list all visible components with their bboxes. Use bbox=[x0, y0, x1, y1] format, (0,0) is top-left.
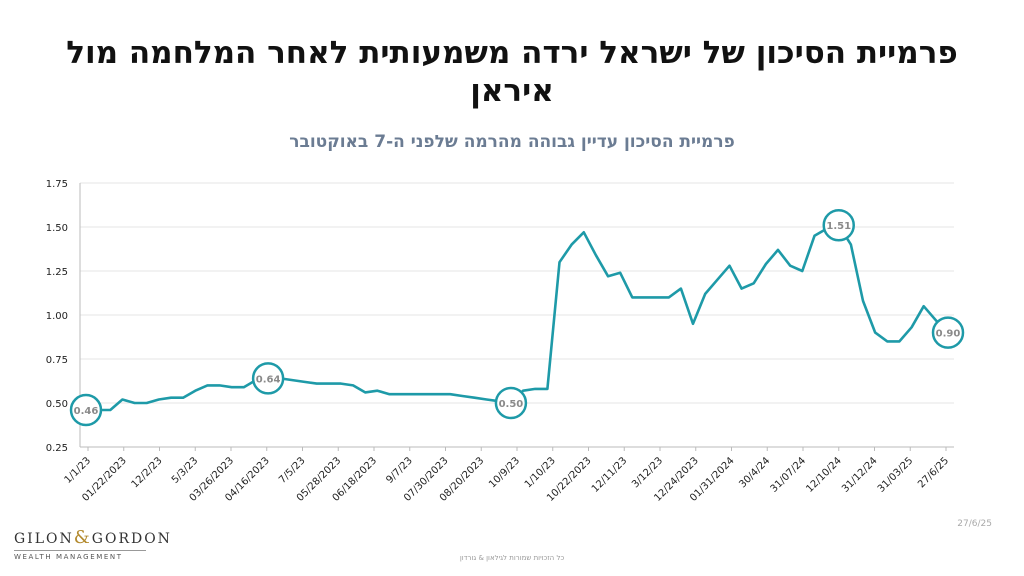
logo-divider bbox=[14, 550, 146, 551]
annotation-circle bbox=[251, 362, 285, 395]
chart-title: פרמיית הסיכון של ישראל ירדה משמעותית לאח… bbox=[66, 35, 958, 109]
annotation-circle bbox=[822, 208, 855, 242]
annotation-label: 0.90 bbox=[936, 329, 961, 340]
annotation-circle bbox=[494, 386, 528, 420]
y-tick-label: 0.75 bbox=[46, 355, 68, 366]
y-tick-label: 1.75 bbox=[46, 179, 68, 190]
series-line-layer bbox=[84, 223, 950, 412]
x-tick-label: 12/11/23 bbox=[590, 455, 630, 495]
y-tick-label: 1.50 bbox=[46, 223, 68, 234]
x-tick-label: 31/07/24 bbox=[769, 455, 809, 495]
x-tick-label: 5/3/23 bbox=[170, 455, 201, 486]
y-tick-label: 1.25 bbox=[46, 267, 68, 278]
logo-left-word: GILON bbox=[14, 531, 74, 547]
y-tick-label: 1.00 bbox=[46, 311, 68, 322]
x-tick-label: 3/12/23 bbox=[630, 455, 665, 490]
x-tick-label: 30/4/24 bbox=[737, 455, 772, 490]
series-line bbox=[84, 223, 950, 412]
axes: 0.250.500.751.001.251.501.751/1/2301/22/… bbox=[46, 179, 954, 504]
date-stamp: 27/6/25 bbox=[957, 519, 992, 529]
x-tick-label: 31/03/25 bbox=[876, 455, 916, 495]
annotation-label: 1.51 bbox=[826, 221, 851, 232]
x-tick-label: 1/10/23 bbox=[523, 455, 558, 490]
company-logo: GILON&GORDON WEALTH MANAGEMENT bbox=[14, 527, 170, 561]
x-tick-label: 12/2/23 bbox=[130, 455, 165, 490]
x-tick-label: 27/6/25 bbox=[916, 455, 951, 490]
annotation-label: 0.50 bbox=[499, 399, 524, 410]
logo-right-word: GORDON bbox=[91, 531, 172, 547]
x-tick-label: 10/9/23 bbox=[487, 455, 522, 490]
x-tick-label: 1/1/23 bbox=[63, 455, 94, 486]
annotation-circle bbox=[931, 316, 965, 349]
copyright-notice: כל הזכויות שמורות לגילאון & גורדון bbox=[459, 554, 565, 562]
chart-subtitle: פרמיית הסיכון עדיין גבוהה מהרמה שלפני ה-… bbox=[289, 132, 735, 152]
annotation-label: 0.64 bbox=[256, 374, 281, 385]
x-tick-label: 7/5/23 bbox=[277, 455, 308, 486]
annotation-circle bbox=[69, 393, 103, 427]
y-tick-label: 0.25 bbox=[46, 443, 68, 454]
x-tick-label: 31/12/24 bbox=[840, 455, 880, 495]
y-tick-label: 0.50 bbox=[46, 399, 68, 410]
x-tick-label: 12/10/24 bbox=[804, 455, 844, 495]
x-tick-label: 9/7/23 bbox=[384, 455, 415, 486]
annotation-layer: 0.46 0.64 0.50 1.51 0.90 bbox=[69, 208, 965, 427]
annotation-label: 0.46 bbox=[74, 406, 99, 417]
logo-tagline: WEALTH MANAGEMENT bbox=[14, 553, 123, 561]
logo-ampersand: & bbox=[73, 527, 92, 548]
